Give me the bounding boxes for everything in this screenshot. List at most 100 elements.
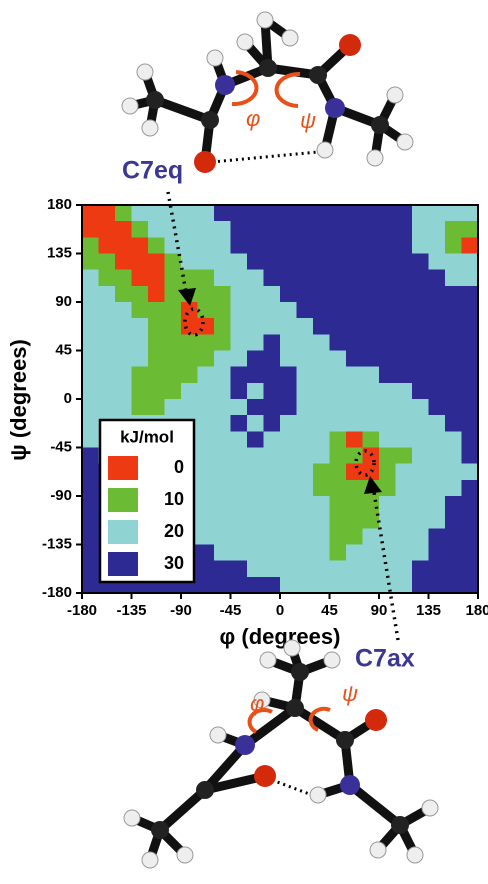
heat-cell — [197, 334, 215, 351]
heat-cell — [412, 447, 429, 465]
heat-cell — [445, 237, 462, 254]
heat-cell — [164, 302, 182, 319]
heat-cell — [362, 512, 380, 529]
heat-cell — [181, 318, 198, 335]
heat-cell — [362, 431, 380, 448]
heat-cell — [280, 350, 297, 368]
heat-cell — [115, 221, 132, 238]
heat-cell — [445, 382, 462, 400]
legend: kJ/mol 0 10 20 30 — [98, 418, 196, 584]
heat-cell — [296, 496, 314, 513]
heat-cell — [346, 221, 363, 238]
heat-cell — [214, 350, 231, 368]
heat-cell — [214, 576, 231, 594]
heat-cell — [181, 253, 198, 271]
heat-cell — [329, 269, 347, 287]
heat-cell — [395, 447, 413, 465]
heat-cell — [379, 447, 396, 465]
heat-cell — [230, 269, 248, 287]
arrow-head — [364, 476, 382, 494]
heat-cell — [148, 399, 165, 416]
molecule-label: ψ — [342, 681, 358, 706]
heat-cell — [412, 415, 429, 432]
heat-cell — [362, 237, 380, 254]
y-tick-label: -45 — [50, 438, 72, 455]
y-tick-label: -135 — [42, 535, 72, 552]
heat-cell — [461, 334, 479, 351]
heat-cell — [230, 576, 248, 594]
heat-cell — [445, 221, 462, 238]
heat-cell — [214, 382, 231, 400]
heat-cell — [131, 382, 149, 400]
heat-cell — [395, 415, 413, 432]
legend-swatch — [108, 552, 138, 576]
heat-cell — [379, 512, 396, 529]
heat-cell — [280, 431, 297, 448]
heat-cell — [412, 431, 429, 448]
heat-cell — [214, 431, 231, 448]
heat-cell — [346, 528, 363, 545]
heat-cell — [230, 544, 248, 562]
heat-cell — [131, 205, 149, 222]
heat-cell — [82, 431, 99, 448]
heat-cell — [313, 431, 330, 448]
heat-cell — [263, 382, 281, 400]
legend-label: 20 — [164, 521, 184, 541]
heat-cell — [115, 253, 132, 271]
x-tick-label: 180 — [465, 602, 488, 619]
heat-cell — [296, 302, 314, 319]
heat-cell — [412, 237, 429, 254]
legend-title: kJ/mol — [120, 427, 174, 446]
heat-cell — [280, 544, 297, 562]
heat-cell — [280, 285, 297, 303]
x-tick-label: 135 — [416, 602, 441, 619]
heat-cell — [214, 479, 231, 497]
heat-cell — [329, 237, 347, 254]
heat-cell — [313, 463, 330, 481]
heat-cell — [280, 221, 297, 238]
heat-cell — [395, 399, 413, 416]
heat-cell — [296, 544, 314, 562]
heat-cell — [263, 560, 281, 578]
heat-cell — [247, 285, 264, 303]
heat-cell — [247, 221, 264, 238]
heat-cell — [461, 479, 479, 497]
heat-cell — [263, 496, 281, 513]
heat-cell — [247, 479, 264, 497]
heat-cell — [395, 302, 413, 319]
heat-cell — [296, 318, 314, 335]
heat-cell — [379, 350, 396, 368]
heat-cell — [445, 576, 462, 594]
heat-cell — [445, 544, 462, 562]
heat-cell — [263, 576, 281, 594]
heat-cell — [181, 334, 198, 351]
heat-cell — [115, 334, 132, 351]
heat-cell — [395, 366, 413, 384]
heat-cell — [115, 285, 132, 303]
x-tick-label: -180 — [67, 602, 97, 619]
molecule-label: φ — [246, 106, 260, 131]
heat-cell — [428, 544, 446, 562]
heat-cell — [230, 496, 248, 513]
heat-cell — [313, 253, 330, 271]
heat-cell — [214, 302, 231, 319]
heat-cell — [296, 285, 314, 303]
heat-cell — [247, 447, 264, 465]
heatmap — [82, 205, 479, 594]
heat-cell — [329, 544, 347, 562]
heat-cell — [263, 205, 281, 222]
heat-cell — [115, 269, 132, 287]
heat-cell — [263, 302, 281, 319]
heat-cell — [461, 205, 479, 222]
heat-cell — [346, 447, 363, 465]
heat-cell — [313, 366, 330, 384]
heat-cell — [313, 560, 330, 578]
heat-cell — [230, 302, 248, 319]
heat-cell — [362, 382, 380, 400]
heat-cell — [230, 415, 248, 432]
heat-cell — [82, 463, 99, 481]
heat-cell — [329, 512, 347, 529]
heat-cell — [280, 447, 297, 465]
heat-cell — [214, 221, 231, 238]
heat-cell — [131, 285, 149, 303]
